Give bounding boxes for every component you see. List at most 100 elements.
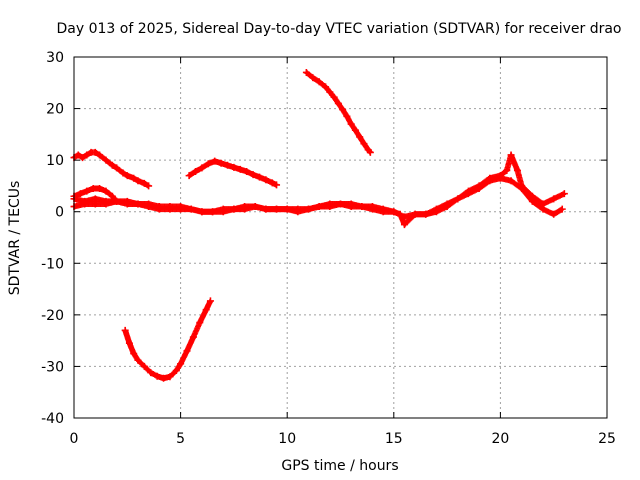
- data-point: [198, 208, 206, 216]
- data-point: [119, 169, 127, 177]
- y-tick-label: 30: [46, 50, 64, 66]
- data-point: [560, 190, 568, 198]
- data-point: [241, 203, 249, 211]
- data-point: [134, 177, 142, 185]
- data-point: [368, 205, 376, 213]
- data-point: [315, 203, 323, 211]
- series-trace: [303, 69, 373, 155]
- data-point: [400, 221, 408, 229]
- data-point: [411, 210, 419, 218]
- ticks: 0 5 10 15 20 25 -40 -30 -20 -10 0 10 20 30: [41, 50, 616, 447]
- data-point: [528, 197, 536, 205]
- data-point: [130, 350, 138, 358]
- y-tick-label: -10: [41, 256, 64, 272]
- series-trace: [186, 158, 279, 188]
- data-point: [330, 93, 338, 101]
- data-point: [108, 192, 116, 200]
- data-point: [518, 185, 526, 193]
- data-point: [76, 190, 84, 198]
- data-point: [454, 195, 462, 203]
- data-point: [211, 157, 219, 165]
- data-point: [315, 78, 323, 86]
- data-point: [123, 172, 131, 180]
- y-tick-label: 20: [46, 102, 64, 118]
- data-point: [273, 181, 281, 189]
- data-point: [366, 148, 374, 156]
- data-point: [145, 203, 153, 211]
- data-point: [550, 210, 558, 218]
- data-point: [102, 187, 110, 195]
- data-point: [192, 167, 200, 175]
- data-point: [432, 205, 440, 213]
- data-point: [172, 367, 180, 375]
- chart-title: Day 013 of 2025, Sidereal Day-to-day VTE…: [56, 21, 621, 37]
- data-point: [113, 164, 121, 172]
- x-tick-label: 15: [385, 431, 403, 447]
- data-point: [351, 126, 359, 134]
- series-segment-peak: [302, 68, 374, 156]
- data-point: [347, 203, 355, 211]
- data-point: [513, 166, 521, 174]
- data-point: [305, 205, 313, 213]
- data-point: [185, 172, 193, 180]
- data-point: [294, 205, 302, 213]
- data-point: [91, 148, 99, 156]
- data-point: [273, 205, 281, 213]
- data-point: [102, 156, 110, 164]
- data-point: [140, 362, 148, 370]
- y-tick-label: -40: [41, 411, 64, 427]
- data-point: [125, 339, 133, 347]
- series-segment-early-high: [70, 148, 153, 190]
- y-tick-label: 10: [46, 153, 64, 169]
- series-segment-trough: [121, 297, 214, 382]
- series-main-band: [70, 151, 568, 229]
- data-point: [379, 208, 387, 216]
- data-point: [91, 200, 99, 208]
- data-point: [326, 203, 334, 211]
- data-points: [70, 68, 568, 382]
- y-tick-label: 0: [55, 205, 64, 221]
- data-point: [268, 179, 276, 187]
- data-point: [390, 208, 398, 216]
- data-point: [83, 151, 91, 159]
- data-point: [496, 174, 504, 182]
- data-point: [177, 205, 185, 213]
- data-point: [160, 374, 168, 382]
- data-point: [189, 333, 197, 341]
- data-point: [166, 373, 174, 381]
- data-point: [230, 205, 238, 213]
- data-point: [217, 159, 225, 167]
- data-point: [96, 185, 104, 193]
- x-tick-label: 0: [70, 431, 79, 447]
- data-point: [177, 360, 185, 368]
- series-early-bump: [70, 185, 121, 205]
- data-point: [358, 203, 366, 211]
- data-point: [187, 205, 195, 213]
- series-segment-mid: [185, 157, 281, 189]
- data-point: [360, 140, 368, 148]
- data-point: [166, 205, 174, 213]
- data-point: [108, 161, 116, 169]
- data-point: [81, 200, 89, 208]
- data-point: [550, 195, 558, 203]
- x-tick-label: 20: [491, 431, 509, 447]
- data-point: [219, 205, 227, 213]
- data-point: [464, 190, 472, 198]
- data-point: [140, 179, 148, 187]
- data-point: [236, 165, 244, 173]
- x-tick-label: 25: [598, 431, 616, 447]
- data-point: [121, 326, 129, 334]
- y-tick-label: -20: [41, 308, 64, 324]
- data-point: [145, 182, 153, 190]
- data-point: [507, 177, 515, 185]
- data-point: [475, 185, 483, 193]
- data-point: [147, 369, 155, 377]
- data-point: [83, 187, 91, 195]
- data-point: [322, 83, 330, 91]
- data-point: [130, 174, 138, 182]
- data-point: [326, 88, 334, 96]
- data-point: [422, 210, 430, 218]
- x-axis-label: GPS time / hours: [281, 458, 398, 474]
- data-point: [249, 171, 257, 179]
